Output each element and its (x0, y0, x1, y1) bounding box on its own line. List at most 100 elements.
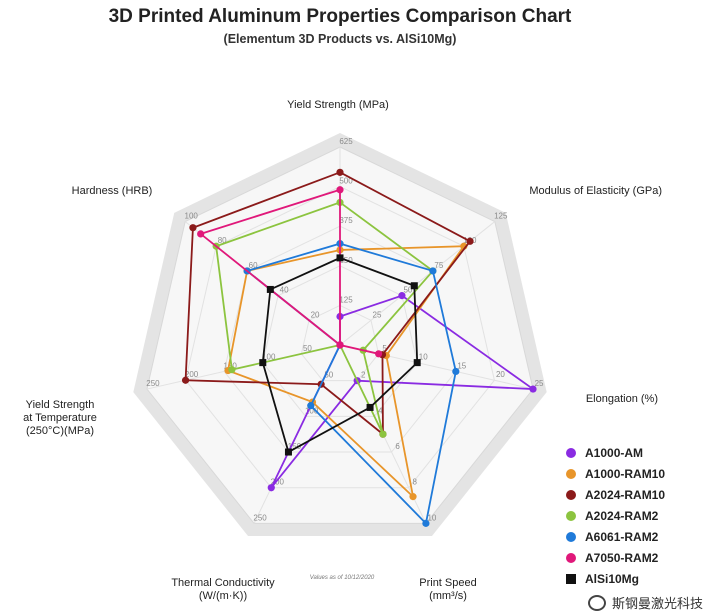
series-line (227, 245, 466, 500)
data-point (266, 285, 274, 293)
grid-ring (262, 265, 418, 417)
tick-label: 15 (457, 361, 466, 370)
legend-marker (566, 510, 576, 521)
tick-label: 150 (288, 442, 302, 451)
tick-label: 8 (413, 478, 418, 487)
series-line (215, 201, 435, 435)
tick-label: 50 (403, 286, 412, 295)
axis-title: Hardness (HRB) (72, 185, 153, 197)
legend-label: A1000-AM (585, 445, 644, 460)
data-point (336, 168, 344, 176)
tick-label: 50 (303, 344, 312, 353)
legend-marker (566, 552, 576, 563)
legend-item: AlSi10Mg (566, 568, 709, 589)
tick-label: 25 (373, 310, 382, 319)
tick-label: 375 (339, 216, 353, 225)
wechat-icon (587, 594, 606, 611)
axis-title: Print Speed (mm³/s) (419, 577, 476, 602)
legend-item: A7050-RAM2 (566, 547, 709, 568)
data-point (466, 237, 474, 245)
tick-label: 100 (305, 406, 319, 415)
tick-label: 100 (262, 353, 276, 362)
data-point (429, 267, 437, 275)
legend-label: A1000-RAM10 (585, 466, 666, 481)
data-point (379, 430, 387, 438)
legend-label: A6061-RAM2 (585, 529, 659, 544)
legend-item: A1000-RAM10 (566, 463, 709, 484)
tick-label: 200 (185, 370, 199, 379)
series-line (198, 188, 379, 355)
tick-label: 125 (339, 295, 353, 304)
grid-ring (185, 186, 495, 489)
data-point (336, 254, 344, 262)
legend-marker (566, 573, 576, 584)
chart-subtitle: (Elementum 3D Products vs. AlSi10Mg) (223, 32, 457, 46)
tick-label: 2 (361, 371, 366, 380)
data-point (307, 402, 315, 410)
tick-label: 10 (419, 353, 428, 362)
data-point (422, 519, 430, 527)
chart-legend: A1000-AM A1000-RAM10 A2024-RAM10 A2024-RAM2… (566, 442, 709, 589)
tick-label: 25 (535, 379, 544, 388)
legend-item: A6061-RAM2 (566, 526, 709, 547)
data-point (366, 403, 374, 411)
tick-label: 500 (339, 177, 353, 186)
chart-title: 3D Printed Aluminum Properties Compariso… (108, 6, 572, 27)
legend-label: AlSi10Mg (585, 571, 640, 586)
axis-title: Yield Strength at Temperature (250°C)(MPa) (23, 399, 97, 437)
series-line (261, 256, 419, 454)
data-point (413, 359, 421, 367)
data-point (336, 341, 344, 349)
legend-marker (566, 447, 576, 458)
axis-title: Elongation (%) (586, 393, 658, 405)
watermark-text: 斯钢曼激光科技 (611, 596, 703, 611)
tick-label: 10 (427, 513, 436, 522)
data-point (529, 385, 537, 393)
data-point (267, 484, 275, 492)
grid-ring (300, 304, 380, 382)
axis-title: Thermal Conductivity (W/(m·K)) (171, 577, 275, 602)
tick-label: 6 (395, 442, 400, 451)
tick-label: 20 (496, 370, 505, 379)
data-point (452, 367, 460, 376)
tick-label: 150 (223, 361, 237, 370)
legend-label: A7050-RAM2 (585, 550, 659, 565)
tick-label: 200 (271, 478, 285, 487)
tick-label: 4 (378, 406, 383, 415)
tick-label: 60 (249, 261, 258, 270)
tick-label: 125 (494, 212, 508, 221)
data-point (181, 376, 190, 384)
tick-label: 625 (339, 137, 353, 146)
data-point (284, 448, 292, 456)
tick-label: 20 (311, 310, 320, 319)
data-point (409, 493, 417, 501)
data-point (228, 366, 236, 374)
data-point (336, 186, 344, 194)
data-point (375, 350, 383, 358)
tick-label: 5 (382, 344, 387, 353)
tick-label: 250 (146, 379, 160, 388)
legend-marker (566, 531, 576, 542)
tick-label: 40 (280, 286, 289, 295)
data-point (197, 230, 205, 238)
tick-label: 75 (434, 261, 443, 270)
legend-label: A2024-RAM2 (585, 508, 659, 523)
tick-label: 80 (218, 236, 227, 245)
data-point (410, 282, 418, 290)
data-point (189, 224, 197, 232)
axis-title: Modulus of Elasticity (GPa) (529, 185, 662, 197)
axis-title: Yield Strength (MPa) (287, 99, 389, 111)
legend-item: A1000-AM (566, 442, 709, 463)
tick-label: 250 (253, 513, 267, 522)
legend-item: A2024-RAM2 (566, 505, 709, 526)
data-point (259, 359, 267, 367)
legend-marker (566, 489, 576, 500)
series-line (184, 171, 472, 437)
legend-item: A2024-RAM10 (566, 484, 709, 505)
legend-label: A2024-RAM10 (585, 487, 666, 502)
watermark: 斯钢曼激光科技 (587, 593, 703, 612)
values-note: Values as of 10/12/2020 (310, 575, 375, 581)
tick-label: 50 (324, 371, 333, 380)
legend-marker (566, 468, 576, 479)
